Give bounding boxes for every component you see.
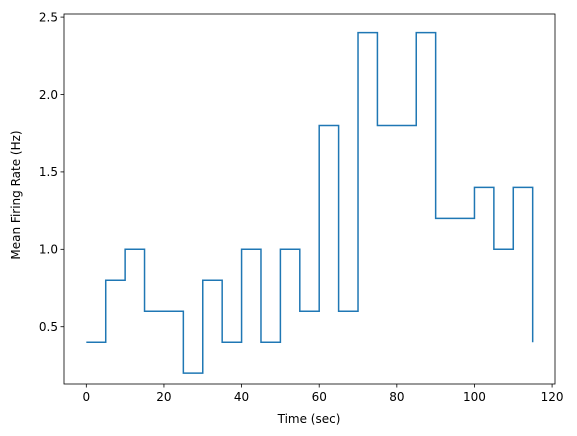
x-tick-label: 40 — [234, 390, 249, 404]
plot-area — [86, 31, 534, 374]
y-tick-label: 1.0 — [39, 243, 58, 257]
y-axis: 0.5 1.0 1.5 2.0 2.5 — [39, 10, 64, 334]
y-tick-label: 2.5 — [39, 10, 58, 24]
x-tick-label: 120 — [541, 390, 564, 404]
y-axis-label: Mean Firing Rate (Hz) — [9, 130, 23, 259]
x-axis: 0 20 40 60 80 100 120 — [82, 384, 564, 404]
x-tick-label: 100 — [463, 390, 486, 404]
x-tick-label: 80 — [389, 390, 404, 404]
x-axis-label: Time (sec) — [277, 412, 341, 426]
series-line-0 — [86, 31, 534, 374]
x-tick-label: 20 — [156, 390, 171, 404]
x-tick-label: 60 — [312, 390, 327, 404]
y-tick-label: 1.5 — [39, 165, 58, 179]
plot-frame — [63, 13, 556, 385]
x-tick-label: 0 — [82, 390, 90, 404]
y-tick-label: 0.5 — [39, 320, 58, 334]
y-tick-label: 2.0 — [39, 88, 58, 102]
